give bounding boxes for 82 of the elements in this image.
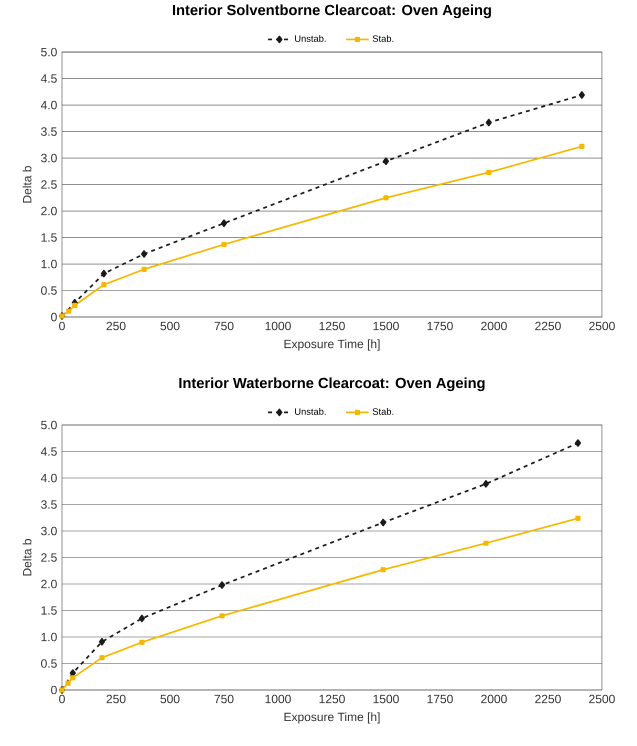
y-tick-label: 2.0 <box>41 580 57 588</box>
x-tick-label: 0 <box>59 694 65 704</box>
y-tick-label: 0 <box>51 312 57 322</box>
chart-title: Interior Waterborne Clearcoat: Oven Ageing <box>179 377 485 392</box>
point <box>383 195 389 200</box>
point <box>66 308 72 314</box>
x-tick-label: 1000 <box>266 322 291 330</box>
y-tick-label: 1.0 <box>42 632 57 642</box>
point <box>483 540 489 546</box>
y-tick-label: 5.0 <box>41 48 57 56</box>
y-tick-label: 5.0 <box>41 420 57 430</box>
x-tick-label: 1250 <box>320 694 345 704</box>
y-axis-title: Delta b <box>22 166 32 203</box>
point <box>486 170 492 175</box>
point <box>141 266 147 272</box>
x-tick-label: 1500 <box>374 694 399 704</box>
point <box>141 250 148 258</box>
point <box>101 282 107 288</box>
point <box>72 302 78 308</box>
y-tick-label: 3.5 <box>41 127 57 136</box>
x-tick-label: 1750 <box>428 322 453 330</box>
x-tick-label: 1250 <box>320 322 345 330</box>
legend-label: Unstab. <box>295 35 326 42</box>
y-tick-label: 0.5 <box>41 659 57 668</box>
y-tick-label: 4.5 <box>40 447 57 456</box>
chart-title: Interior Solventborne Clearcoat: Oven Ageing <box>172 4 491 18</box>
x-tick-label: 2500 <box>589 322 615 330</box>
point <box>100 270 107 278</box>
y-tick-label: 0 <box>51 686 57 694</box>
y-tick-label: 2.5 <box>41 180 57 189</box>
y-tick-label: 1.5 <box>42 233 57 242</box>
legend-label: Stab. <box>372 35 394 42</box>
x-tick-label: 2000 <box>481 694 507 704</box>
point <box>65 680 71 686</box>
x-tick-label: 500 <box>160 322 180 330</box>
y-tick-label: 3.5 <box>41 500 57 509</box>
x-tick-label: 1750 <box>428 694 453 704</box>
legend-label: Stab. <box>372 408 394 415</box>
point <box>578 91 585 99</box>
x-tick-label: 0 <box>59 322 65 330</box>
x-tick-label: 500 <box>160 694 180 704</box>
point <box>574 439 582 447</box>
x-tick-label: 1500 <box>374 322 399 330</box>
y-tick-label: 2.5 <box>41 553 57 562</box>
point <box>221 242 227 248</box>
point <box>98 638 106 646</box>
y-tick-label: 4.5 <box>40 74 57 83</box>
x-tick-label: 750 <box>214 694 234 704</box>
y-tick-label: 1.0 <box>42 260 57 268</box>
legend-label: Unstab. <box>295 408 326 415</box>
y-tick-label: 3.0 <box>41 526 57 536</box>
x-tick-label: 1000 <box>266 694 291 704</box>
point <box>382 157 390 166</box>
x-tick-label: 250 <box>106 694 126 704</box>
point <box>219 613 225 618</box>
x-tick-label: 2250 <box>535 694 561 704</box>
x-tick-label: 750 <box>214 322 234 330</box>
point <box>138 614 146 622</box>
point <box>579 144 584 150</box>
x-tick-label: 2250 <box>535 322 561 330</box>
point <box>575 516 581 521</box>
x-tick-label: 250 <box>106 322 126 330</box>
y-tick-label: 2.0 <box>41 206 57 216</box>
y-axis-title: Delta b <box>22 539 32 576</box>
x-axis-title: Exposure Time [h] <box>284 712 380 724</box>
point <box>139 640 145 645</box>
x-tick-label: 2500 <box>589 694 615 704</box>
point <box>218 581 226 589</box>
point <box>99 655 105 660</box>
point <box>380 567 386 572</box>
point <box>482 480 490 488</box>
x-axis-title: Exposure Time [h] <box>284 339 380 351</box>
y-tick-label: 3.0 <box>41 154 57 162</box>
point <box>220 219 228 228</box>
y-tick-label: 0.5 <box>41 286 57 295</box>
point <box>486 118 492 126</box>
y-tick-label: 1.5 <box>42 606 57 615</box>
y-tick-label: 4.0 <box>40 474 57 482</box>
x-tick-label: 2000 <box>481 322 507 330</box>
point <box>380 518 386 526</box>
y-tick-label: 4.0 <box>40 100 57 110</box>
point <box>70 675 76 680</box>
